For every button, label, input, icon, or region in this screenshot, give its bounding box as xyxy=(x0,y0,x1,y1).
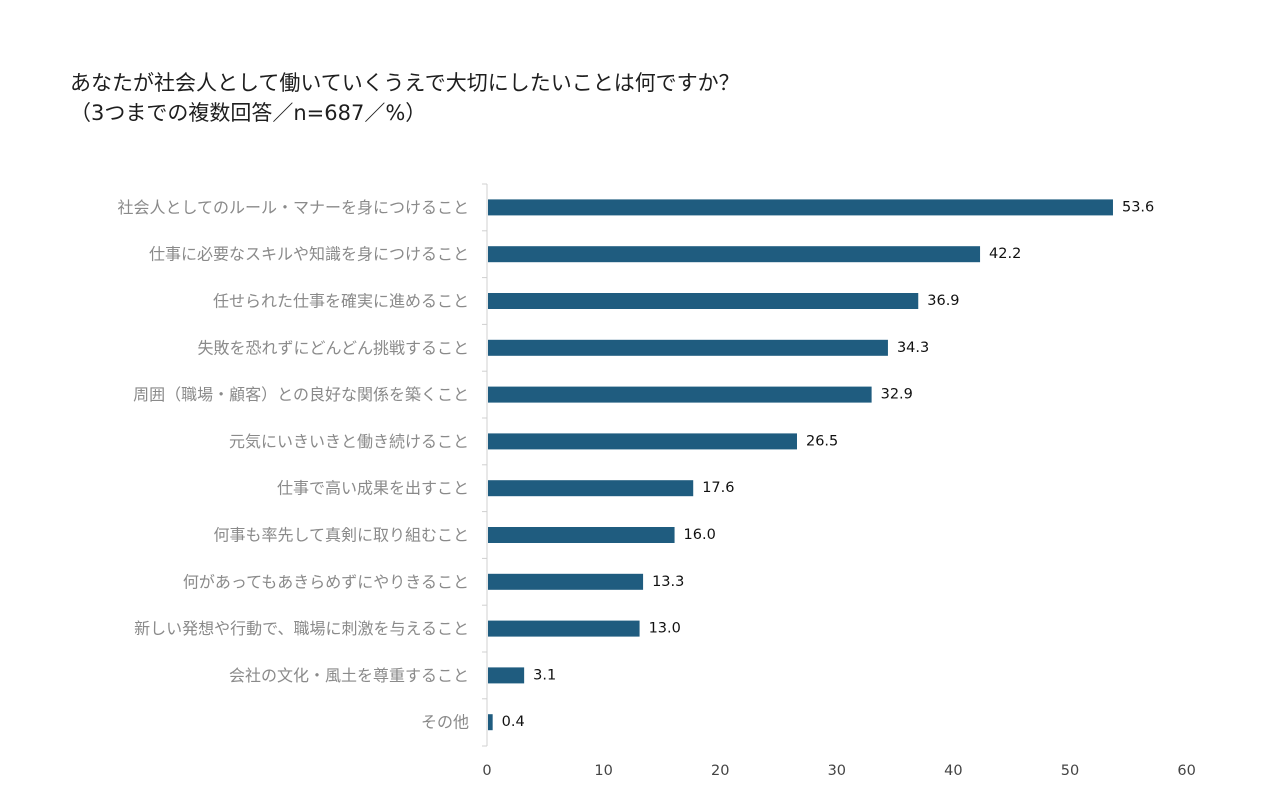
bar xyxy=(488,293,919,309)
x-tick-label: 10 xyxy=(594,763,612,779)
chart-title: あなたが社会人として働いていくうえで大切にしたいことは何ですか？ （3つまでの複… xyxy=(70,68,1170,128)
category-label: 元気にいきいきと働き続けること xyxy=(229,432,469,451)
data-label: 36.9 xyxy=(927,293,959,309)
category-label: 失敗を恐れずにどんどん挑戦すること xyxy=(197,338,469,357)
data-label: 13.3 xyxy=(652,574,684,590)
data-label: 3.1 xyxy=(533,667,556,683)
bar xyxy=(488,199,1113,216)
category-label: 社会人としてのルール・マナーを身につけること xyxy=(117,198,469,217)
chart-title-line-2: （3つまでの複数回答／n=687／%） xyxy=(70,101,427,125)
data-label: 16.0 xyxy=(684,527,716,543)
bar xyxy=(488,573,644,590)
x-tick-label: 0 xyxy=(482,763,491,779)
bar xyxy=(488,480,694,497)
category-label: 何があってもあきらめずにやりきること xyxy=(183,572,469,591)
category-label: 周囲（職場・顧客）との良好な関係を築くこと xyxy=(133,385,469,404)
x-tick-label: 40 xyxy=(944,763,962,779)
bar xyxy=(488,339,888,356)
x-tick-label: 20 xyxy=(711,763,729,779)
bar xyxy=(488,620,640,637)
category-label: 仕事で高い成果を出すこと xyxy=(277,479,469,498)
x-tick-label: 60 xyxy=(1177,763,1195,779)
bar xyxy=(488,667,525,684)
category-label: その他 xyxy=(421,713,469,732)
bar xyxy=(488,386,872,403)
x-tick-label: 30 xyxy=(828,763,846,779)
category-label: 何事も率先して真剣に取り組むこと xyxy=(213,526,469,545)
bar xyxy=(488,246,981,263)
chart-title-line-1: あなたが社会人として働いていくうえで大切にしたいことは何ですか？ xyxy=(70,71,740,95)
data-label: 17.6 xyxy=(702,480,734,496)
data-label: 0.4 xyxy=(502,714,525,730)
bar xyxy=(488,714,493,731)
category-label: 会社の文化・風土を尊重すること xyxy=(229,666,469,685)
data-label: 42.2 xyxy=(989,246,1021,262)
data-label: 13.0 xyxy=(649,621,681,637)
data-label: 32.9 xyxy=(881,387,913,403)
category-label: 新しい発想や行動で、職場に刺激を与えること xyxy=(134,619,469,638)
category-label: 任せられた仕事を確実に進めること xyxy=(213,292,469,311)
bar xyxy=(488,433,797,450)
category-label: 仕事に必要なスキルや知識を身につけること xyxy=(149,245,469,264)
bar xyxy=(488,527,675,543)
data-label: 26.5 xyxy=(806,433,838,449)
data-label: 34.3 xyxy=(897,340,929,356)
x-tick-label: 50 xyxy=(1061,763,1079,779)
data-label: 53.6 xyxy=(1122,199,1154,215)
